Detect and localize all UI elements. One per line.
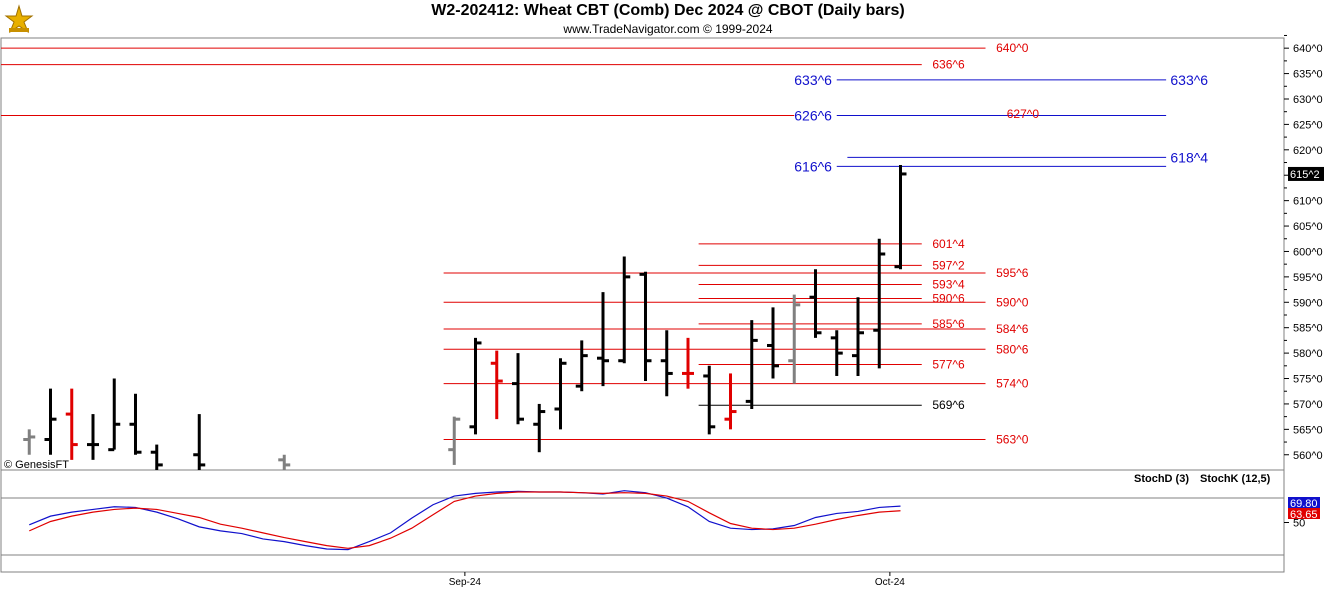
price-level-label: 633^6 xyxy=(794,72,832,88)
price-level-label: 580^6 xyxy=(996,342,1029,356)
y-tick-label: 565^0 xyxy=(1293,424,1323,436)
price-panel-border xyxy=(0,37,1285,471)
price-level-label: 597^2 xyxy=(932,258,965,272)
legend-stochk: StochK (12,5) xyxy=(1200,473,1271,485)
price-level-label: 574^0 xyxy=(996,377,1029,391)
y-tick-label: 600^0 xyxy=(1293,246,1323,258)
chart-subtitle: www.TradeNavigator.com © 1999-2024 xyxy=(563,22,773,36)
x-tick-label: Sep-24 xyxy=(449,577,482,588)
price-level-label: 595^6 xyxy=(996,266,1029,280)
price-axis: 560^0 565^0 570^0 575^0 580^0 585^0 590^0 595^0… xyxy=(1284,34,1324,462)
last-price-marker xyxy=(1288,166,1324,181)
price-level-label: 590^0 xyxy=(996,295,1029,309)
price-levels: 640^0 636^6 633^6 633^6 626^6 627^0 618^4 616^6… xyxy=(1,41,1208,447)
y-tick-label: 640^0 xyxy=(1293,43,1323,55)
indicator-y-tick-label: 50 xyxy=(1293,518,1305,530)
y-tick-label: 595^0 xyxy=(1293,272,1323,284)
price-bars: © GenesisFT xyxy=(4,165,907,471)
price-level-label: 590^6 xyxy=(932,291,965,305)
watermark: © GenesisFT xyxy=(4,459,69,471)
price-level-label: 618^4 xyxy=(1170,149,1208,165)
stochastic-line-d xyxy=(29,491,901,549)
indicator-last-value-label: 63.65 xyxy=(1290,509,1318,521)
price-level-label: 577^6 xyxy=(932,358,965,372)
price-level-label: 593^4 xyxy=(932,277,965,291)
y-tick-label: 625^0 xyxy=(1293,119,1323,131)
y-tick-label: 605^0 xyxy=(1293,221,1323,233)
legend-stochd: StochD (3) xyxy=(1134,473,1189,485)
indicator-last-value-label: 69.80 xyxy=(1290,498,1318,510)
price-level-label: 627^0 xyxy=(1007,107,1040,121)
y-tick-label: 575^0 xyxy=(1293,374,1323,386)
y-tick-label: 630^0 xyxy=(1293,94,1323,106)
bar-group xyxy=(23,165,907,470)
indicator-last-value-marker xyxy=(1288,497,1320,508)
price-level-label: 633^6 xyxy=(1170,72,1208,88)
price-level-label: 626^6 xyxy=(794,108,832,124)
chart-title: W2-202412: Wheat CBT (Comb) Dec 2024 @ C… xyxy=(431,2,905,19)
stochastic-line-k xyxy=(29,490,901,551)
last-price-label: 615^2 xyxy=(1290,169,1320,181)
price-level-label: 616^6 xyxy=(794,158,832,174)
price-level-label: 569^6 xyxy=(932,398,965,412)
y-tick-label: 570^0 xyxy=(1293,399,1323,411)
price-level-label: 636^6 xyxy=(932,58,965,72)
date-axis: Sep-24 Oct-24 xyxy=(1,571,1284,588)
price-level-label: 640^0 xyxy=(996,41,1029,55)
indicator-panel-border xyxy=(0,469,1285,573)
x-tick-label: Oct-24 xyxy=(875,577,905,588)
tradenavigator-logo-icon xyxy=(4,4,34,34)
price-level-label: 585^6 xyxy=(932,317,965,331)
y-tick-label: 580^0 xyxy=(1293,348,1323,360)
price-level-label: 584^6 xyxy=(996,322,1029,336)
y-tick-label: 590^0 xyxy=(1293,297,1323,309)
price-level-label: 563^0 xyxy=(996,433,1029,447)
y-tick-label: 585^0 xyxy=(1293,323,1323,335)
price-level-label: 601^4 xyxy=(932,237,965,251)
y-tick-label: 560^0 xyxy=(1293,450,1323,462)
y-tick-label: 610^0 xyxy=(1293,196,1323,208)
y-tick-label: 620^0 xyxy=(1293,145,1323,157)
y-tick-label: 635^0 xyxy=(1293,69,1323,81)
indicator-last-value-marker xyxy=(1288,508,1320,519)
